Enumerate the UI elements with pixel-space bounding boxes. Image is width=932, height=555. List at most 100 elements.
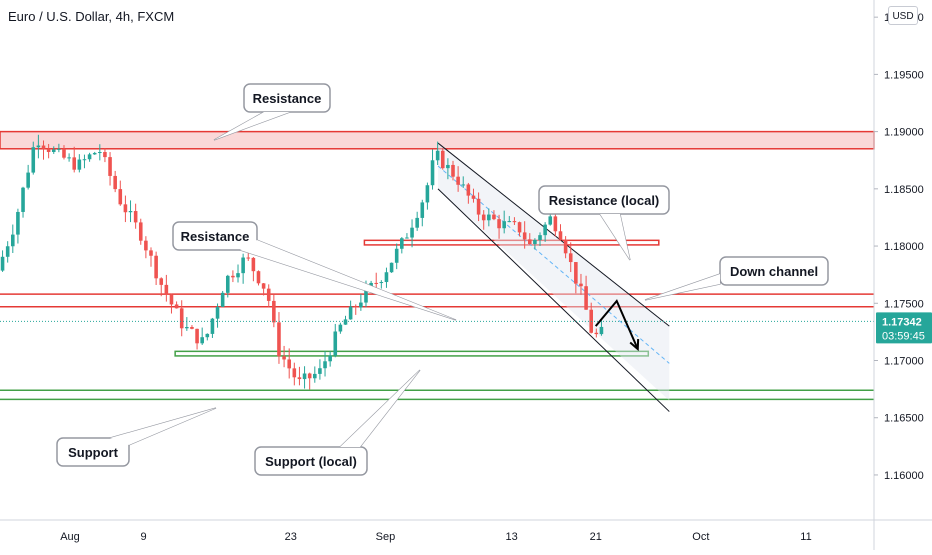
candle-body xyxy=(440,150,445,169)
callout-pointer-mask xyxy=(110,408,216,445)
candle-body xyxy=(205,333,210,338)
candle-body xyxy=(128,211,133,213)
channel-upper-line xyxy=(437,142,670,327)
candle-body xyxy=(527,239,532,245)
x-tick-label: 13 xyxy=(505,531,517,543)
candle-body xyxy=(369,282,373,288)
current-price-label: 1.17342 03:59:45 xyxy=(876,312,932,344)
y-tick-label: 1.16500 xyxy=(884,413,924,425)
projection-layer xyxy=(594,299,640,352)
candle-body xyxy=(435,150,440,161)
candle-body xyxy=(179,308,184,329)
candle-body xyxy=(420,202,425,218)
candle-body xyxy=(328,355,332,362)
candle-body xyxy=(144,240,148,251)
candle-body xyxy=(512,221,517,223)
candle-body xyxy=(584,286,588,310)
x-tick-label: Oct xyxy=(692,531,709,543)
candle-body xyxy=(415,217,419,228)
candle-body xyxy=(108,157,112,176)
candle-body xyxy=(466,184,471,196)
candle-body xyxy=(579,283,583,287)
callout-label: Resistance (local) xyxy=(549,193,660,208)
candle-body xyxy=(558,231,563,240)
channel-fill xyxy=(438,143,670,401)
candle-body xyxy=(461,184,466,186)
chart-title: Euro / U.S. Dollar, 4h, FXCM xyxy=(8,9,175,24)
candle-body xyxy=(5,246,10,257)
price-label-countdown: 03:59:45 xyxy=(882,330,925,342)
callout-pointer-mask xyxy=(600,214,630,260)
y-tick-label: 1.19000 xyxy=(884,127,924,139)
callout-resistance-local: Resistance (local) xyxy=(538,185,670,261)
candle-body xyxy=(272,300,276,323)
projection-arrowhead xyxy=(629,339,640,352)
currency-button[interactable]: USD xyxy=(888,6,918,25)
candle-body xyxy=(123,204,128,213)
candle-body xyxy=(82,159,87,161)
candle-body xyxy=(497,219,501,229)
candle-body xyxy=(517,222,522,233)
candle-body xyxy=(323,361,327,369)
candle-body xyxy=(92,152,97,155)
callout-pointer-mask xyxy=(214,112,290,140)
candle-body xyxy=(215,306,220,319)
candle-body xyxy=(297,377,302,380)
candle-body xyxy=(553,216,558,232)
callouts-layer: Resistance Resistance (local) Resistance Do… xyxy=(56,83,829,476)
candle-body xyxy=(492,214,496,220)
candle-body xyxy=(548,216,553,225)
candle-body xyxy=(481,214,486,221)
callout-support-local: Support (local) xyxy=(254,369,421,476)
candle-body xyxy=(359,302,363,308)
candle-body xyxy=(568,253,573,263)
candle-body xyxy=(394,248,399,263)
callout-pointer-mask xyxy=(340,370,420,447)
resistance-zone-main xyxy=(0,130,875,150)
candle-body xyxy=(113,175,117,190)
candle-body xyxy=(174,304,179,309)
candle-body xyxy=(133,211,138,223)
candle-body xyxy=(313,373,317,379)
candle-body xyxy=(522,232,527,240)
candle-body xyxy=(46,148,51,152)
candle-body xyxy=(563,239,568,254)
candle-body xyxy=(353,306,358,308)
candle-body xyxy=(103,152,107,158)
callout-label: Support (local) xyxy=(265,454,357,469)
x-tick-label: 11 xyxy=(800,531,811,543)
y-tick-label: 1.17000 xyxy=(884,356,924,368)
zones-layer xyxy=(0,130,875,401)
channel-lower-line xyxy=(437,188,670,412)
candle-body xyxy=(16,211,20,235)
candle-body xyxy=(154,255,158,279)
support-zone-local xyxy=(174,350,650,357)
candle-body xyxy=(256,271,261,284)
candle-body xyxy=(36,145,41,148)
candle-body xyxy=(543,224,547,236)
y-tick-label: 1.16000 xyxy=(884,470,924,482)
candle-body xyxy=(343,319,348,325)
candle-body xyxy=(287,359,291,369)
candle-body xyxy=(31,147,36,173)
candle-body xyxy=(246,257,251,259)
candle-body xyxy=(384,272,389,283)
resistance-zone-local xyxy=(363,239,660,246)
candle-body xyxy=(98,152,102,154)
candle-body xyxy=(210,318,215,334)
candle-body xyxy=(241,257,245,274)
candle-body xyxy=(277,322,281,357)
candle-body xyxy=(507,221,512,223)
candle-body xyxy=(425,185,430,203)
callout-pointer-mask xyxy=(240,240,456,320)
candle-body xyxy=(200,337,204,344)
candle-body xyxy=(446,164,450,169)
candle-body xyxy=(169,294,174,305)
candle-body xyxy=(190,327,194,329)
candle-body xyxy=(574,262,578,284)
callout-label: Down channel xyxy=(730,264,818,279)
candle-body xyxy=(231,275,235,278)
candle-body xyxy=(389,262,394,273)
